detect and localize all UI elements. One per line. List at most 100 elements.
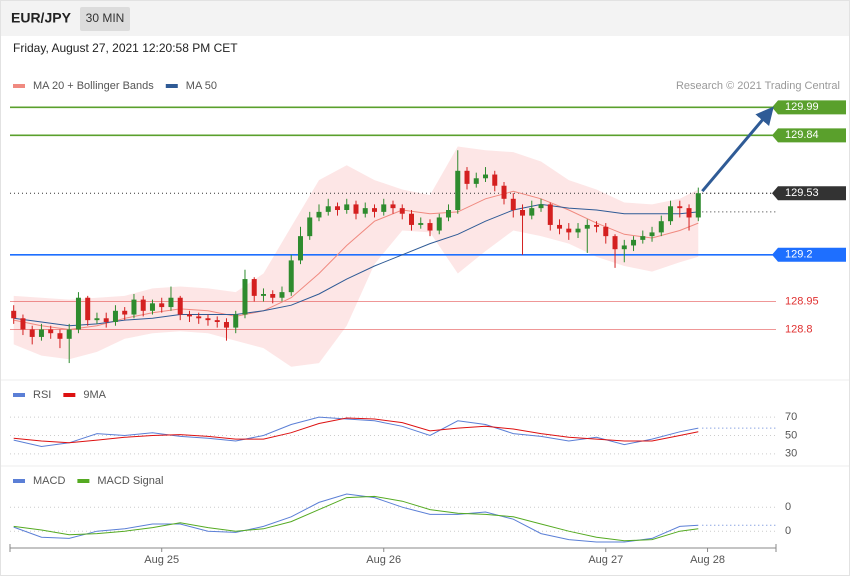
interval: 30 MIN [86,11,125,25]
candle-body [371,208,377,212]
candle-body [658,221,664,233]
price-level-label: 129.53 [785,187,819,199]
x-tick-label: Aug 26 [366,554,401,566]
candle-body [325,206,331,212]
candle-body [38,329,44,337]
y-tick-label: 30 [785,448,797,460]
y-tick-label: 0 [785,525,791,537]
candle-body [390,204,396,209]
candle-body [640,236,646,240]
candle-body [483,174,489,179]
candle-body [668,206,674,222]
price-level-box [772,186,846,201]
y-tick-label: 0 [785,501,791,513]
candle-body [297,236,303,261]
legend-label: MA 20 + Bollinger Bands [33,80,154,92]
y-tick-label: 70 [785,411,797,423]
candle-body [649,232,655,237]
legend-label: 9MA [83,389,106,401]
candle-body [223,322,229,328]
candle-body [492,174,498,186]
candle-body [103,318,109,322]
candle-body [344,204,350,210]
candle-body [112,310,118,322]
x-tick-label: Aug 25 [144,554,179,566]
symbol: EUR/JPY [11,10,72,26]
candle-body [122,310,128,315]
candle-body [501,185,507,199]
price-level-label: 129.84 [785,129,819,141]
candle-body [288,260,294,293]
candle-body [307,217,313,237]
indicator-line [13,493,699,543]
candle-body [316,211,322,218]
candle-body [529,208,535,216]
candle-body [149,303,155,311]
candle-body [75,297,81,330]
candle-body [270,294,276,298]
candle-body [196,316,202,319]
y-tick-label: 50 [785,429,797,441]
x-tick-label: Aug 27 [588,554,623,566]
candle-body [205,318,211,321]
candle-body [353,204,359,214]
candle-body [381,204,387,212]
price-level-label: 128.8 [785,323,813,335]
candle-body [584,224,590,229]
moving-average [13,190,699,331]
legend-label: MA 50 [186,80,217,92]
candle-body [520,210,526,216]
candle-body [29,329,35,337]
candle-body [427,223,433,231]
indicator-line [13,495,699,542]
candle-body [85,297,91,321]
candle-body [177,297,183,315]
candle-body [251,279,257,296]
legend-label: RSI [33,389,51,401]
x-tick-label: Aug 28 [690,554,725,566]
candle-body [57,333,63,339]
candle-body [48,329,54,334]
price-level-label: 128.95 [785,295,819,307]
candle-body [575,228,581,233]
price-level-label: 129.2 [785,249,813,261]
price-level-box [772,247,846,262]
candle-body [538,204,544,209]
candle-body [566,228,572,233]
candle-body [418,223,424,225]
forecast-arrow [701,106,774,193]
candle-body [510,198,516,210]
candle-body [594,224,600,227]
candle-body [214,320,220,322]
price-level-box [772,128,846,143]
candle-body [695,193,701,218]
header-bar [1,1,849,36]
candle-body [409,213,415,225]
candle-body [557,224,563,229]
candle-body [131,299,137,315]
interval-badge[interactable] [80,7,130,31]
candle-body [621,245,627,250]
candle-body [140,299,146,311]
candle-body [631,239,637,246]
candle-body [446,210,452,218]
candle-body [612,236,618,250]
credit: Research © 2021 Trading Central [676,80,840,92]
indicator-line [13,416,699,448]
price-level-label: 129.99 [785,101,819,113]
candle-body [399,208,405,214]
candle-body [233,314,239,328]
legend-label: MACD [33,475,65,487]
candle-body [464,170,470,184]
candle-body [242,279,248,315]
indicator-line [13,417,699,444]
candle-body [362,208,368,214]
timestamp: Friday, August 27, 2021 12:20:58 PM CET [13,41,238,55]
candle-body [455,170,461,210]
candle-body [547,204,553,225]
candle-body [260,294,266,296]
moving-average [13,203,699,327]
